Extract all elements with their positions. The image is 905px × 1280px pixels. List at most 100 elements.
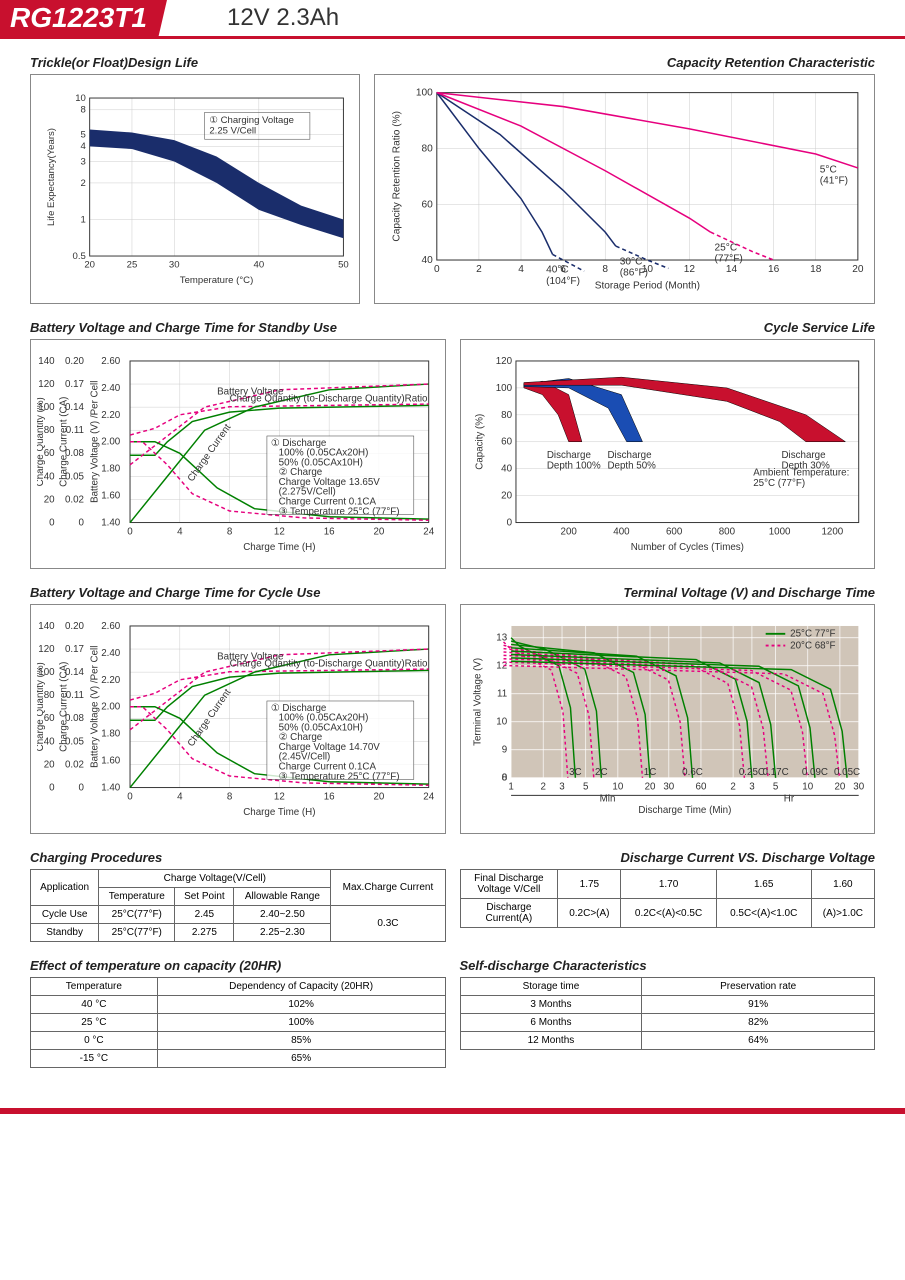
svg-text:18: 18 [810,264,822,275]
svg-text:2C: 2C [595,767,608,778]
svg-text:0: 0 [434,264,440,275]
svg-text:Charge Quantity (to-Discharge: Charge Quantity (to-Discharge Quantity)R… [230,658,428,669]
chart6-title: Terminal Voltage (V) and Discharge Time [460,585,876,600]
svg-text:2: 2 [81,178,86,189]
svg-text:0: 0 [506,517,512,528]
svg-text:10: 10 [75,93,86,104]
svg-text:60: 60 [421,199,433,210]
svg-text:2.40: 2.40 [101,383,121,394]
svg-text:4: 4 [81,141,87,152]
svg-text:0: 0 [49,517,55,528]
svg-text:20: 20 [44,759,55,770]
svg-text:2: 2 [540,782,545,793]
svg-text:10: 10 [802,782,813,793]
svg-text:1.40: 1.40 [101,782,121,793]
svg-text:0.20: 0.20 [65,356,85,367]
table1-title: Charging Procedures [30,850,446,865]
svg-text:20°C 68°F: 20°C 68°F [790,640,835,651]
svg-text:10: 10 [496,717,507,728]
svg-text:5: 5 [772,782,778,793]
svg-text:Charge Quantity (%): Charge Quantity (%) [37,662,46,751]
svg-text:Battery Voltage (V) /Per Cell: Battery Voltage (V) /Per Cell [90,646,101,768]
svg-text:5: 5 [582,782,588,793]
svg-text:Ambient Temperature:25°C (77°F: Ambient Temperature:25°C (77°F) [753,467,849,489]
svg-text:4: 4 [177,791,183,802]
svg-text:24: 24 [423,526,434,537]
svg-text:20: 20 [84,260,95,271]
svg-text:30: 30 [663,782,674,793]
svg-text:0.09C: 0.09C [801,767,827,778]
svg-text:4: 4 [177,526,183,537]
temp-capacity-table: TemperatureDependency of Capacity (20HR)… [30,977,446,1068]
chart3: 0481216202402040608010012014000.020.050.… [30,339,446,569]
svg-text:③ Temperature 25°C (77°F): ③ Temperature 25°C (77°F) [279,771,400,782]
svg-text:2.20: 2.20 [101,410,121,421]
svg-text:80: 80 [501,410,512,421]
svg-text:0.20: 0.20 [65,621,85,632]
svg-text:24: 24 [423,791,434,802]
svg-text:80: 80 [421,143,433,154]
header: RG1223T1 12V 2.3Ah [0,0,905,39]
svg-text:2.60: 2.60 [101,621,121,632]
svg-text:60: 60 [501,437,512,448]
table3-title: Effect of temperature on capacity (20HR) [30,958,446,973]
chart4: 20040060080010001200020406080100120Disch… [460,339,876,569]
svg-text:16: 16 [324,791,335,802]
svg-text:① Charging Voltage2.25 V/Cell: ① Charging Voltage2.25 V/Cell [209,115,294,137]
charging-procedures-table: ApplicationCharge Voltage(V/Cell)Max.Cha… [30,869,446,942]
chart6: 89101112130123510203060235102030MinHr3C2… [460,604,876,834]
svg-text:1.80: 1.80 [101,729,121,740]
svg-text:50: 50 [338,260,349,271]
svg-text:10: 10 [612,782,623,793]
svg-text:Capacity Retention Ratio (%): Capacity Retention Ratio (%) [391,111,402,242]
svg-text:20: 20 [44,494,55,505]
svg-text:0.17: 0.17 [65,644,84,655]
svg-text:1.60: 1.60 [101,491,121,502]
svg-text:12: 12 [274,526,285,537]
svg-text:0: 0 [79,782,85,793]
svg-text:1200: 1200 [821,526,843,537]
svg-text:Temperature (°C): Temperature (°C) [180,275,253,286]
discharge-voltage-table: Final Discharge Voltage V/Cell1.751.701.… [460,869,876,928]
svg-text:Storage Period (Month): Storage Period (Month) [595,280,700,291]
svg-text:Capacity (%): Capacity (%) [474,414,485,470]
chart5-title: Battery Voltage and Charge Time for Cycl… [30,585,446,600]
svg-text:2.20: 2.20 [101,675,121,686]
model-badge: RG1223T1 [0,0,167,36]
svg-text:600: 600 [665,526,682,537]
svg-text:1.80: 1.80 [101,464,121,475]
svg-text:DischargeDepth 50%: DischargeDepth 50% [607,450,656,472]
chart5: 0481216202402040608010012014000.020.050.… [30,604,446,834]
svg-text:8: 8 [227,526,233,537]
svg-text:Charge Time (H): Charge Time (H) [243,542,315,553]
svg-text:1: 1 [508,782,513,793]
svg-text:Charge Current (CA): Charge Current (CA) [58,662,69,752]
svg-text:2.00: 2.00 [101,702,121,713]
svg-text:0.25C: 0.25C [738,767,764,778]
svg-text:100: 100 [495,383,512,394]
svg-text:Charge Quantity (to-Discharge: Charge Quantity (to-Discharge Quantity)R… [230,393,428,404]
svg-text:Discharge Time (Min): Discharge Time (Min) [638,805,731,816]
svg-text:0.17: 0.17 [65,379,84,390]
chart1: 0.5123458102025304050Temperature (°C)Lif… [30,74,360,304]
svg-text:3: 3 [81,156,86,167]
svg-text:0.02: 0.02 [65,494,84,505]
svg-text:800: 800 [718,526,735,537]
svg-text:1: 1 [81,214,86,225]
svg-text:2: 2 [730,782,735,793]
svg-text:0.02: 0.02 [65,759,84,770]
svg-text:Life Expectancy(Years): Life Expectancy(Years) [46,128,57,226]
chart4-title: Cycle Service Life [460,320,876,335]
svg-text:1C: 1C [643,767,656,778]
svg-text:8: 8 [227,791,233,802]
svg-text:0: 0 [49,782,55,793]
svg-text:60: 60 [695,782,706,793]
chart2-title: Capacity Retention Characteristic [374,55,875,70]
svg-text:30: 30 [853,782,864,793]
table4-title: Self-discharge Characteristics [460,958,876,973]
svg-text:400: 400 [613,526,630,537]
chart2: 0246810121416182040608010040°C(104°F)30°… [374,74,875,304]
svg-text:25°C 77°F: 25°C 77°F [790,629,835,640]
svg-text:100: 100 [416,88,433,99]
svg-text:Charge Current (CA): Charge Current (CA) [58,397,69,487]
